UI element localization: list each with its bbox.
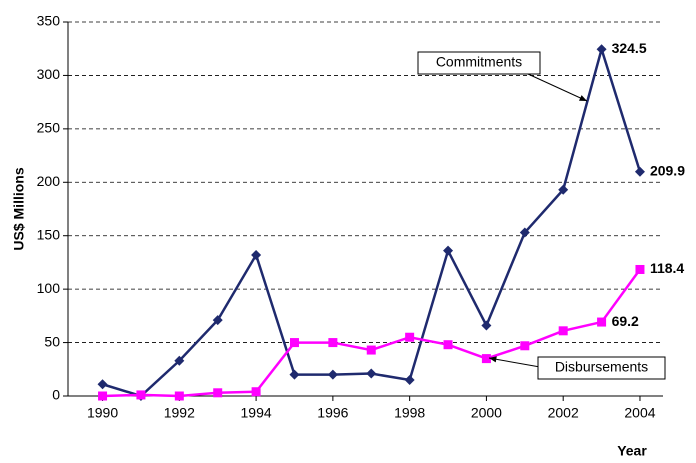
point (98, 391, 108, 401)
y-axis-label: US$ Millions (11, 167, 27, 250)
y-tick-label: 150 (37, 226, 61, 242)
y-tick-label: 200 (37, 173, 61, 189)
x-tick-label: 2004 (624, 405, 655, 421)
point (366, 368, 377, 379)
point (558, 326, 568, 336)
point (212, 315, 223, 326)
point (174, 391, 184, 401)
point (251, 249, 262, 260)
point (597, 317, 607, 327)
data-label: 69.2 (612, 313, 639, 329)
point (327, 369, 338, 380)
point (481, 320, 492, 331)
point (634, 166, 645, 177)
data-label: 118.4 (650, 260, 684, 276)
point (289, 369, 300, 380)
y-tick-label: 300 (37, 66, 61, 82)
point (443, 340, 453, 350)
point (558, 184, 569, 195)
y-tick-label: 50 (44, 333, 60, 349)
x-tick-label: 1992 (164, 405, 195, 421)
callout-arrow (488, 357, 541, 368)
point (635, 264, 645, 274)
point (97, 379, 108, 390)
callout-arrow (527, 73, 588, 102)
x-tick-label: 2002 (548, 405, 579, 421)
x-tick-label: 1998 (394, 405, 425, 421)
legend-label: Commitments (436, 54, 522, 70)
point (481, 354, 491, 364)
point (174, 355, 185, 366)
arrow-head (579, 95, 587, 101)
point (519, 227, 530, 238)
data-label: 324.5 (612, 40, 647, 56)
legend-label: Disbursements (555, 359, 648, 375)
point (520, 341, 530, 351)
y-tick-label: 0 (52, 387, 60, 403)
callout-box (417, 51, 541, 75)
point (404, 374, 415, 385)
x-tick-label: 1994 (241, 405, 272, 421)
point (596, 44, 607, 55)
point (213, 388, 223, 398)
y-tick-label: 100 (37, 280, 61, 296)
point (251, 387, 261, 397)
data-label: 209.9 (650, 162, 685, 178)
series-line (102, 44, 642, 398)
point (366, 345, 376, 355)
y-tick-label: 350 (37, 13, 61, 29)
point (136, 390, 146, 400)
point (328, 338, 338, 348)
x-tick-label: 2000 (471, 405, 502, 421)
x-axis-label: Year (617, 443, 647, 459)
point (289, 338, 299, 348)
x-tick-label: 1990 (87, 405, 118, 421)
callout-box (537, 356, 666, 380)
arrow-head (489, 356, 497, 363)
point (405, 332, 415, 342)
point (443, 245, 454, 256)
x-tick-label: 1996 (317, 405, 348, 421)
y-tick-label: 250 (37, 120, 61, 136)
